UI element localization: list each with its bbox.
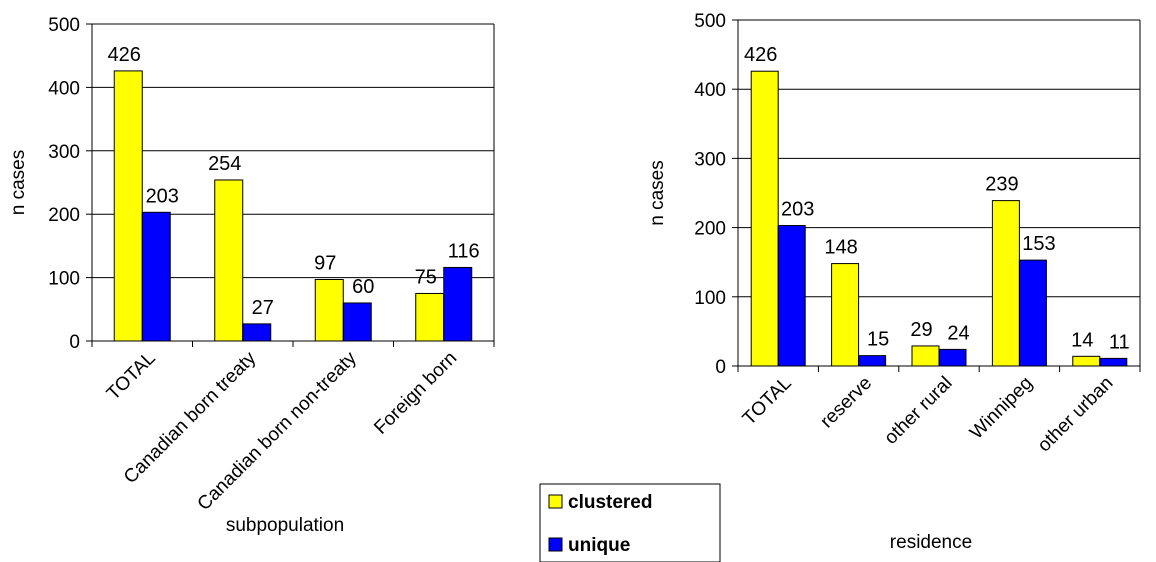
x-tick-label-winnipeg: Winnipeg [966,373,1037,444]
bar-clustered-reserve [831,263,860,367]
data-label-unique-reserve: 15 [867,329,889,351]
y-tick-label: 100 [694,288,726,309]
bar-unique-canadian-born-non-treaty [342,302,372,342]
bar-clustered-other-rural [911,345,940,367]
bar-unique-canadian-born-treaty [242,323,272,342]
data-label-clustered-canadian-born-non-treaty: 97 [314,253,336,275]
bar-clustered-canadian-born-non-treaty [314,279,344,342]
data-label-clustered-total: 426 [744,44,777,66]
y-tick-label: 300 [694,149,726,170]
data-label-unique-canadian-born-non-treaty: 60 [352,276,374,298]
y-tick-label: 0 [715,357,726,378]
bar-unique-total [141,211,171,342]
subpopulation-chart: 0 100 200 300 400 500 426 203 TOTAL 254 27 Canadian… [8,15,495,536]
y-tick-label: 0 [69,332,80,353]
bar-unique-reserve [858,355,887,367]
y-tick-label: 300 [48,142,80,163]
y-tick-label: 400 [48,78,80,99]
data-label-clustered-other-rural: 29 [910,319,932,341]
data-label-unique-other-rural: 24 [947,322,969,344]
data-label-clustered-winnipeg: 239 [985,174,1018,196]
bar-unique-other-urban [1099,357,1128,367]
y-tick-label: 500 [694,11,726,32]
bar-unique-foreign-born [443,266,473,342]
y-axis-title: n cases [647,160,668,225]
y-axis-title: n cases [8,150,29,215]
legend: clustered unique [539,483,721,562]
data-label-clustered-reserve: 148 [824,237,857,259]
x-axis-title: residence [890,532,972,553]
data-label-unique-canadian-born-treaty: 27 [252,297,274,319]
bar-unique-other-rural [938,348,967,367]
y-tick-label: 200 [694,219,726,240]
data-label-clustered-foreign-born: 75 [415,266,437,288]
legend-label-unique: unique [568,535,630,556]
bar-clustered-total [750,70,779,367]
x-tick-label-reserve: reserve [816,373,876,433]
legend-swatch-clustered [548,494,563,509]
bar-clustered-other-urban [1072,355,1101,367]
bar-clustered-foreign-born [415,292,445,342]
y-tick-label: 500 [48,15,80,36]
x-axis-title: subpopulation [226,515,344,536]
data-label-unique-winnipeg: 153 [1022,233,1055,255]
bar-unique-winnipeg [1018,259,1047,367]
data-label-clustered-total: 426 [108,44,141,66]
x-tick-label-other-urban: other urban [1034,373,1118,457]
x-tick-label-total: TOTAL [739,373,796,430]
residence-chart: 0 100 200 300 400 500 426 203 TOTAL 148 15 reserve 2… [647,11,1141,553]
x-tick-label-other-rural: other rural [880,373,956,449]
bar-clustered-winnipeg [991,200,1020,367]
bar-unique-total [777,225,806,367]
y-tick-label: 200 [48,205,80,226]
data-label-unique-total: 203 [146,185,179,207]
bar-clustered-canadian-born-treaty [214,179,244,342]
legend-label-clustered: clustered [568,492,652,513]
data-label-clustered-other-urban: 14 [1071,329,1093,351]
data-label-unique-total: 203 [781,199,814,221]
y-tick-label: 100 [48,269,80,290]
data-label-unique-foreign-born: 116 [448,240,480,262]
bar-clustered-total [113,70,143,342]
x-tick-label-total: TOTAL [103,348,160,405]
x-tick-label-canadian-born-non-treaty: Canadian born non-treaty [194,347,362,515]
legend-swatch-unique [548,537,563,552]
data-label-clustered-canadian-born-treaty: 254 [208,153,241,175]
data-label-unique-other-urban: 11 [1109,331,1130,353]
legend-box [539,483,721,562]
y-tick-label: 400 [694,80,726,101]
x-tick-label-foreign-born: Foreign born [370,348,461,439]
